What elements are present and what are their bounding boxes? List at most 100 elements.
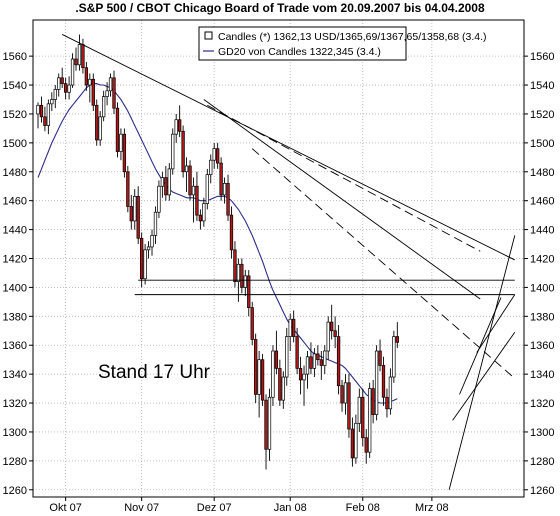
candle-body-down (364, 437, 368, 453)
candle-body-down (164, 177, 168, 196)
trend-line-solid (61, 34, 515, 261)
candle (233, 241, 237, 288)
candle (302, 365, 306, 406)
candle-body-down (81, 44, 85, 69)
candle-body-up (36, 104, 40, 115)
candle-body-up (209, 159, 213, 176)
trend-line-dashed (207, 104, 481, 252)
candle-body-down (74, 58, 78, 66)
candle-body-up (88, 78, 92, 86)
candle (285, 327, 289, 386)
candle-body-up (271, 350, 275, 398)
candle (160, 171, 165, 198)
candle (226, 174, 230, 221)
candle-body-up (288, 318, 292, 337)
candle-body-down (247, 275, 251, 308)
y-tick-label: 1280 (3, 456, 27, 468)
candle-body-up (108, 77, 113, 92)
candle-body-up (57, 77, 61, 90)
candle-body-up (323, 350, 327, 366)
candle (347, 374, 351, 438)
y-tick-label: 1300 (3, 427, 27, 439)
candle-body-down (333, 330, 337, 337)
candle (46, 99, 51, 135)
candle-body-up (143, 249, 147, 280)
candle (267, 388, 272, 461)
candle (229, 206, 234, 259)
candle (371, 379, 375, 424)
candle-body-down (309, 356, 313, 369)
candle-body-down (198, 214, 203, 222)
candle (112, 70, 116, 114)
candle-body-down (250, 307, 254, 340)
candle-body-down (295, 336, 299, 369)
candle-body-up (191, 185, 196, 196)
candle (77, 34, 82, 71)
candle-body-up (205, 174, 209, 204)
candle (378, 339, 382, 372)
y-tick-label: 1500 (530, 138, 554, 150)
candle-body-down (181, 130, 185, 173)
candle (57, 73, 61, 97)
legend: Candles (*) 1362,13 USD/1365,69/1367,65/… (198, 26, 487, 61)
candle-body-up (153, 211, 158, 236)
gd20-series (37, 83, 398, 404)
candle (126, 165, 130, 213)
chart-title: .S&P 500 / CBOT Chicago Board of Trade v… (75, 1, 485, 15)
candle (247, 270, 251, 317)
x-tick-label: Okt 07 (49, 502, 81, 514)
candle (119, 128, 123, 161)
candle-body-down (195, 185, 199, 216)
candle-body-down (350, 428, 355, 459)
gd20-line (37, 83, 398, 404)
candle-body-down (60, 77, 64, 84)
candle (216, 142, 220, 169)
candle-body-down (136, 195, 140, 239)
x-tick-label: Dez 07 (197, 502, 232, 514)
candle-body-up (70, 58, 75, 86)
candle-body-down (95, 104, 99, 141)
candle-body-down (264, 399, 268, 450)
candle (171, 128, 175, 175)
candle (323, 345, 327, 375)
candle (278, 359, 282, 406)
candle (143, 244, 147, 285)
y-tick-label: 1440 (3, 225, 27, 237)
candle-body-down (278, 368, 282, 401)
candle-body-up (77, 44, 82, 66)
candle-body-up (167, 168, 171, 196)
candle-body-down (274, 350, 279, 369)
candle (101, 90, 106, 122)
x-tick-label: Nov 07 (124, 502, 159, 514)
candle-body-up (368, 388, 372, 453)
y-tick-label: 1340 (3, 369, 27, 381)
candles-series (36, 34, 399, 470)
y-tick-label: 1400 (530, 282, 554, 294)
candle-body-up (281, 376, 285, 401)
x-tick-label: Mrz 08 (415, 502, 449, 514)
candle-body-up (50, 99, 54, 105)
candle-body-down (226, 182, 230, 216)
candle (146, 241, 151, 259)
candle-body-up (326, 321, 330, 352)
candle-body-down (260, 359, 265, 401)
candle (364, 429, 368, 464)
candle (88, 73, 92, 103)
y-tick-label: 1560 (530, 51, 554, 63)
candle-body-down (216, 148, 220, 164)
y-tick-label: 1380 (3, 311, 27, 323)
candle-body-down (336, 336, 341, 387)
candle (198, 209, 203, 230)
x-tick-label: Jan 08 (274, 502, 307, 514)
candle (254, 333, 258, 404)
candle (271, 345, 275, 406)
candle-body-up (105, 90, 109, 97)
candle (191, 177, 196, 223)
candle-body-down (115, 107, 120, 152)
trend-line-solid (203, 99, 481, 300)
candle (250, 301, 254, 346)
candle (195, 171, 199, 221)
candle-body-down (361, 396, 365, 439)
y-tick-label: 1260 (3, 485, 27, 497)
